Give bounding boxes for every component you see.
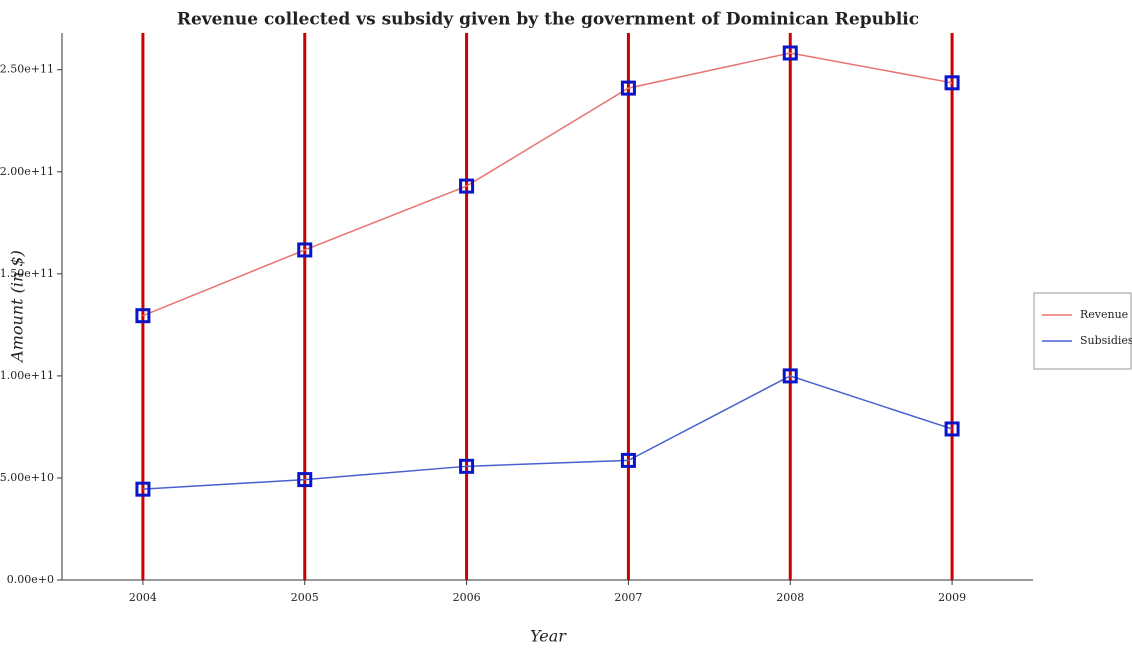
marker bbox=[782, 45, 798, 61]
marker bbox=[135, 481, 151, 497]
plot-area bbox=[62, 33, 1033, 580]
y-axis-label: Amount (in $) bbox=[8, 250, 27, 364]
x-tick-label: 2008 bbox=[776, 591, 804, 604]
y-tick-label: 0.00e+0 bbox=[7, 573, 54, 586]
legend-label: Subsidies bbox=[1080, 334, 1132, 347]
x-axis-label: Year bbox=[530, 627, 567, 646]
y-tick-label: 1.00e+11 bbox=[0, 369, 54, 382]
y-tick-label: 2.00e+11 bbox=[0, 165, 54, 178]
x-tick-label: 2004 bbox=[129, 591, 157, 604]
marker bbox=[620, 452, 636, 468]
marker bbox=[297, 472, 313, 488]
x-tick-label: 2006 bbox=[453, 591, 481, 604]
y-tick-label: 2.50e+11 bbox=[0, 63, 54, 76]
y-tick-label: 1.50e+11 bbox=[0, 267, 54, 280]
marker bbox=[782, 368, 798, 384]
marker bbox=[459, 178, 475, 194]
marker bbox=[297, 242, 313, 258]
chart-title: Revenue collected vs subsidy given by th… bbox=[177, 10, 919, 30]
x-tick-label: 2009 bbox=[938, 591, 966, 604]
series-line bbox=[142, 375, 953, 490]
x-tick-label: 2005 bbox=[291, 591, 319, 604]
marker bbox=[459, 458, 475, 474]
marker bbox=[135, 308, 151, 324]
marker bbox=[944, 75, 960, 91]
legend-label: Revenue bbox=[1080, 308, 1128, 321]
x-tick-label: 2007 bbox=[614, 591, 642, 604]
legend-box bbox=[1033, 292, 1132, 370]
marker bbox=[620, 80, 636, 96]
y-tick-label: 5.00e+10 bbox=[0, 471, 54, 484]
marker bbox=[944, 421, 960, 437]
series-line bbox=[142, 52, 953, 317]
